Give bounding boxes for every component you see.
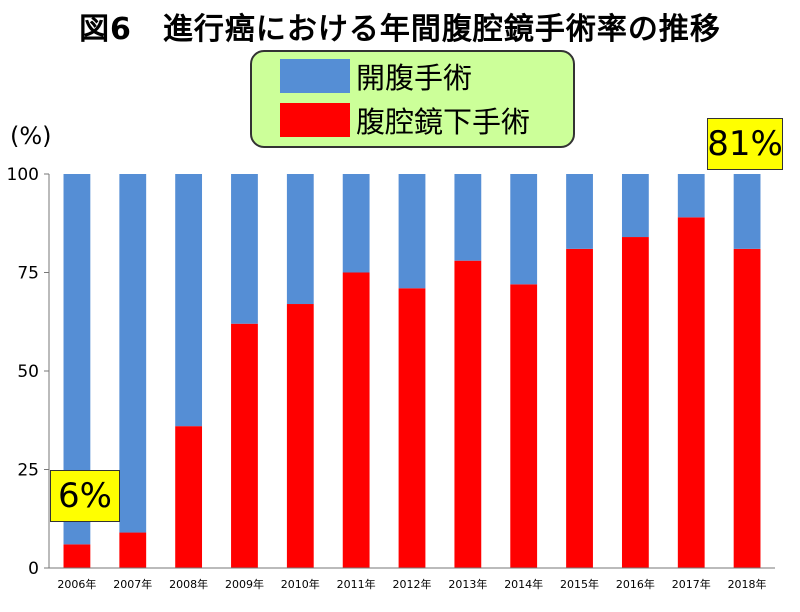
- y-tick-label: 50: [17, 362, 39, 382]
- x-tick-label: 2014年: [504, 577, 543, 591]
- bar-laparoscopic: [621, 237, 649, 569]
- x-tick-label: 2011年: [337, 577, 376, 591]
- bar-open-surgery: [677, 174, 705, 218]
- bar-open-surgery: [621, 174, 649, 238]
- bar-open-surgery: [119, 174, 147, 533]
- bar-laparoscopic: [398, 288, 426, 568]
- legend-label-laparoscopic: 腹腔鏡下手術: [356, 105, 531, 139]
- x-tick-label: 2016年: [616, 577, 655, 591]
- bar-laparoscopic: [175, 426, 203, 568]
- bar-laparoscopic: [566, 248, 593, 569]
- legend-label-open-surgery: 開腹手術: [356, 61, 473, 95]
- legend-item-open-surgery: 開腹手術: [280, 58, 473, 95]
- y-tick-label: 100: [7, 165, 39, 185]
- bar-open-surgery: [286, 174, 314, 305]
- legend-item-laparoscopic: 腹腔鏡下手術: [280, 102, 531, 139]
- legend-swatch-laparoscopic: [280, 103, 350, 137]
- bar-open-surgery: [342, 174, 370, 273]
- bar-laparoscopic: [510, 284, 538, 568]
- x-tick-label: 2013年: [448, 577, 487, 591]
- x-tick-label: 2017年: [672, 577, 711, 591]
- x-tick-label: 2009年: [225, 577, 264, 591]
- callout-last-value: 81%: [707, 118, 783, 170]
- bar-laparoscopic: [231, 323, 258, 568]
- x-tick-label: 2010年: [281, 577, 320, 591]
- bar-open-surgery: [733, 174, 761, 249]
- bar-laparoscopic: [63, 544, 91, 568]
- x-tick-label: 2015年: [560, 577, 599, 591]
- x-tick-label: 2008年: [169, 577, 208, 591]
- x-tick-label: 2018年: [728, 577, 767, 591]
- bar-laparoscopic: [733, 248, 761, 569]
- y-axis-unit-label: (%): [10, 122, 52, 150]
- bar-laparoscopic: [342, 272, 370, 568]
- bar-open-surgery: [566, 174, 593, 249]
- legend: 開腹手術 腹腔鏡下手術: [250, 50, 575, 148]
- callout-first-value: 6%: [50, 470, 120, 522]
- y-tick-label: 25: [17, 461, 39, 481]
- bar-laparoscopic: [677, 217, 705, 568]
- y-tick-label: 0: [28, 559, 39, 579]
- x-tick-label: 2006年: [57, 577, 96, 591]
- bar-open-surgery: [175, 174, 203, 427]
- x-tick-label: 2012年: [393, 577, 432, 591]
- chart-title: 図6 進行癌における年間腹腔鏡手術率の推移: [79, 12, 721, 47]
- bar-open-surgery: [231, 174, 258, 324]
- bar-laparoscopic: [119, 532, 147, 568]
- x-tick-label: 2007年: [113, 577, 152, 591]
- bar-open-surgery: [510, 174, 538, 285]
- bar-laparoscopic: [454, 260, 482, 568]
- bar-laparoscopic: [286, 304, 314, 568]
- y-tick-label: 75: [17, 264, 39, 284]
- bar-open-surgery: [398, 174, 426, 289]
- bar-open-surgery: [454, 174, 482, 261]
- legend-swatch-open-surgery: [280, 59, 350, 93]
